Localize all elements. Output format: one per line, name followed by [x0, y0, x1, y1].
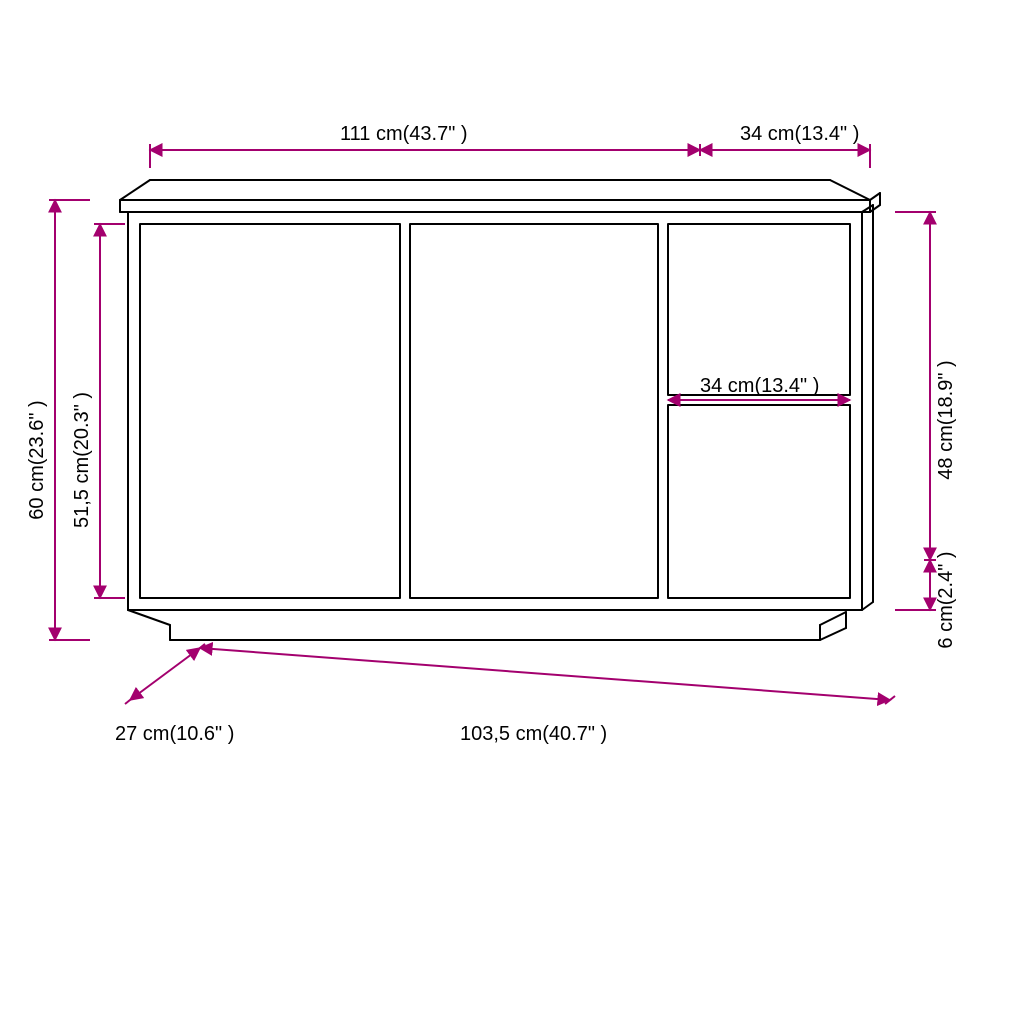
cabinet-outline: [120, 180, 880, 640]
dim-plinth-height: 6 cm(2.4" ): [935, 551, 957, 648]
dim-drawer-width: 34 cm(13.4" ): [700, 375, 819, 397]
dim-plinth-depth: 27 cm(10.6" ): [115, 723, 234, 745]
dim-depth-top: 34 cm(13.4" ): [740, 123, 859, 145]
dim-height-total: 60 cm(23.6" ): [26, 400, 48, 519]
dimension-labels: 111 cm(43.7" ) 34 cm(13.4" ) 60 cm(23.6" )…: [26, 123, 957, 745]
dim-height-door: 51,5 cm(20.3" ): [71, 392, 93, 528]
dim-width-top: 111 cm(43.7" ): [340, 123, 468, 145]
dimension-diagram: 111 cm(43.7" ) 34 cm(13.4" ) 60 cm(23.6" )…: [0, 0, 1024, 1024]
dim-plinth-width: 103,5 cm(40.7" ): [460, 723, 607, 745]
dimension-lines: [49, 144, 936, 704]
dim-height-front: 48 cm(18.9" ): [935, 360, 957, 479]
